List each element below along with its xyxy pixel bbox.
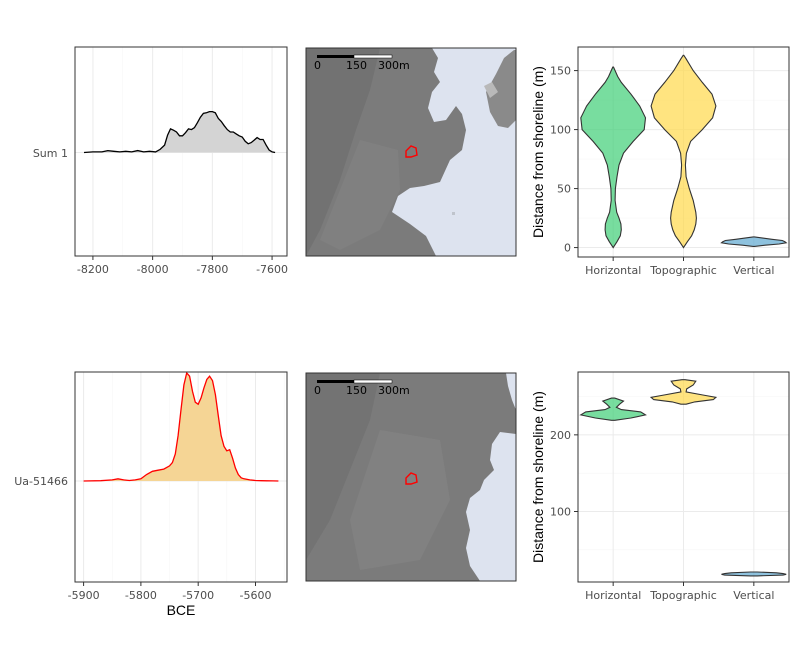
density-panel-bottom: -5900 -5800 -5700 -5600 Ua-51466 BCE bbox=[14, 371, 288, 618]
row-label: Ua-51466 bbox=[14, 475, 68, 488]
y-axis: 0 50 100 150 bbox=[550, 65, 578, 255]
y-tick-label: 100 bbox=[550, 124, 571, 137]
terrain-shade bbox=[306, 373, 380, 560]
map-panel-bottom: 0 150 300m bbox=[305, 372, 517, 582]
x-tick-label: -7800 bbox=[196, 263, 228, 276]
terrain-speck bbox=[452, 212, 455, 215]
terrain-highlight bbox=[320, 140, 400, 250]
terrain-island bbox=[486, 50, 516, 128]
y-tick-label: 0 bbox=[564, 242, 571, 255]
violin-vertical bbox=[720, 236, 788, 247]
scale-label-0: 0 bbox=[314, 384, 321, 397]
x-axis-title: BCE bbox=[167, 602, 196, 618]
scale-bar-dark bbox=[317, 380, 354, 383]
x-tick-label: -8000 bbox=[137, 263, 169, 276]
violins bbox=[579, 379, 787, 577]
violin-horizontal bbox=[579, 397, 647, 421]
y-axis-title: Distance from shoreline (m) bbox=[530, 391, 546, 563]
scale-label-0: 0 bbox=[314, 59, 321, 72]
x-tick-label: -7600 bbox=[256, 263, 288, 276]
terrain-island-edge bbox=[484, 82, 498, 98]
x-axis: -5900 -5800 -5700 -5600 bbox=[68, 582, 272, 602]
x-tick-label: -5600 bbox=[240, 589, 272, 602]
violin-topographic bbox=[650, 54, 717, 249]
x-axis: -8200 -8000 -7800 -7600 bbox=[77, 256, 288, 276]
x-axis: Horizontal Topographic Vertical bbox=[585, 582, 774, 602]
map-border bbox=[305, 372, 517, 582]
site-outline bbox=[405, 145, 418, 158]
x-tick-label: Vertical bbox=[733, 264, 774, 277]
terrain-highlight bbox=[350, 430, 450, 570]
scale-bar-light bbox=[353, 54, 393, 59]
density-panel-top: -8200 -8000 -7800 -7600 Sum 1 bbox=[33, 46, 288, 276]
map-panel-top: 0 150 300m bbox=[305, 47, 517, 257]
panel-border bbox=[74, 371, 288, 583]
x-tick-label: Topographic bbox=[649, 264, 717, 277]
x-tick-label: Horizontal bbox=[585, 589, 641, 602]
x-tick-label: -8200 bbox=[77, 263, 109, 276]
site-outline bbox=[405, 472, 418, 485]
y-tick-label: 50 bbox=[557, 183, 571, 196]
violin-horizontal bbox=[580, 66, 647, 249]
scale-bar-dark bbox=[317, 55, 354, 58]
scale-label-300: 300m bbox=[378, 59, 410, 72]
scale-label-150: 150 bbox=[346, 384, 367, 397]
violin-vertical bbox=[721, 571, 787, 577]
y-axis-title: Distance from shoreline (m) bbox=[530, 66, 546, 238]
panel-border bbox=[74, 46, 288, 257]
x-tick-label: Horizontal bbox=[585, 264, 641, 277]
x-tick-label: Vertical bbox=[733, 589, 774, 602]
row-label: Sum 1 bbox=[33, 147, 68, 160]
density-area bbox=[83, 373, 279, 481]
map-border bbox=[305, 47, 517, 257]
scale-bar: 0 150 300m bbox=[314, 379, 410, 397]
scale-bar: 0 150 300m bbox=[314, 54, 410, 72]
terrain-shade bbox=[306, 48, 380, 256]
violins bbox=[580, 54, 788, 249]
scale-label-300: 300m bbox=[378, 384, 410, 397]
scale-bar-light bbox=[353, 379, 393, 384]
scale-label-150: 150 bbox=[346, 59, 367, 72]
y-axis: 100 200 bbox=[550, 429, 578, 518]
x-axis: Horizontal Topographic Vertical bbox=[585, 257, 774, 277]
y-tick-label: 150 bbox=[550, 65, 571, 78]
density-line bbox=[83, 371, 279, 482]
density-area bbox=[84, 111, 276, 153]
y-tick-label: 200 bbox=[550, 429, 571, 442]
density-line bbox=[83, 110, 276, 154]
violin-panel-bottom: 100 200 Horizontal Topographic Vertical Dis… bbox=[530, 371, 790, 602]
x-tick-label: -5800 bbox=[125, 589, 157, 602]
x-tick-label: -5700 bbox=[182, 589, 214, 602]
y-tick-label: 100 bbox=[550, 505, 571, 518]
x-tick-label: -5900 bbox=[68, 589, 100, 602]
x-tick-label: Topographic bbox=[649, 589, 717, 602]
violin-topographic bbox=[649, 379, 718, 405]
